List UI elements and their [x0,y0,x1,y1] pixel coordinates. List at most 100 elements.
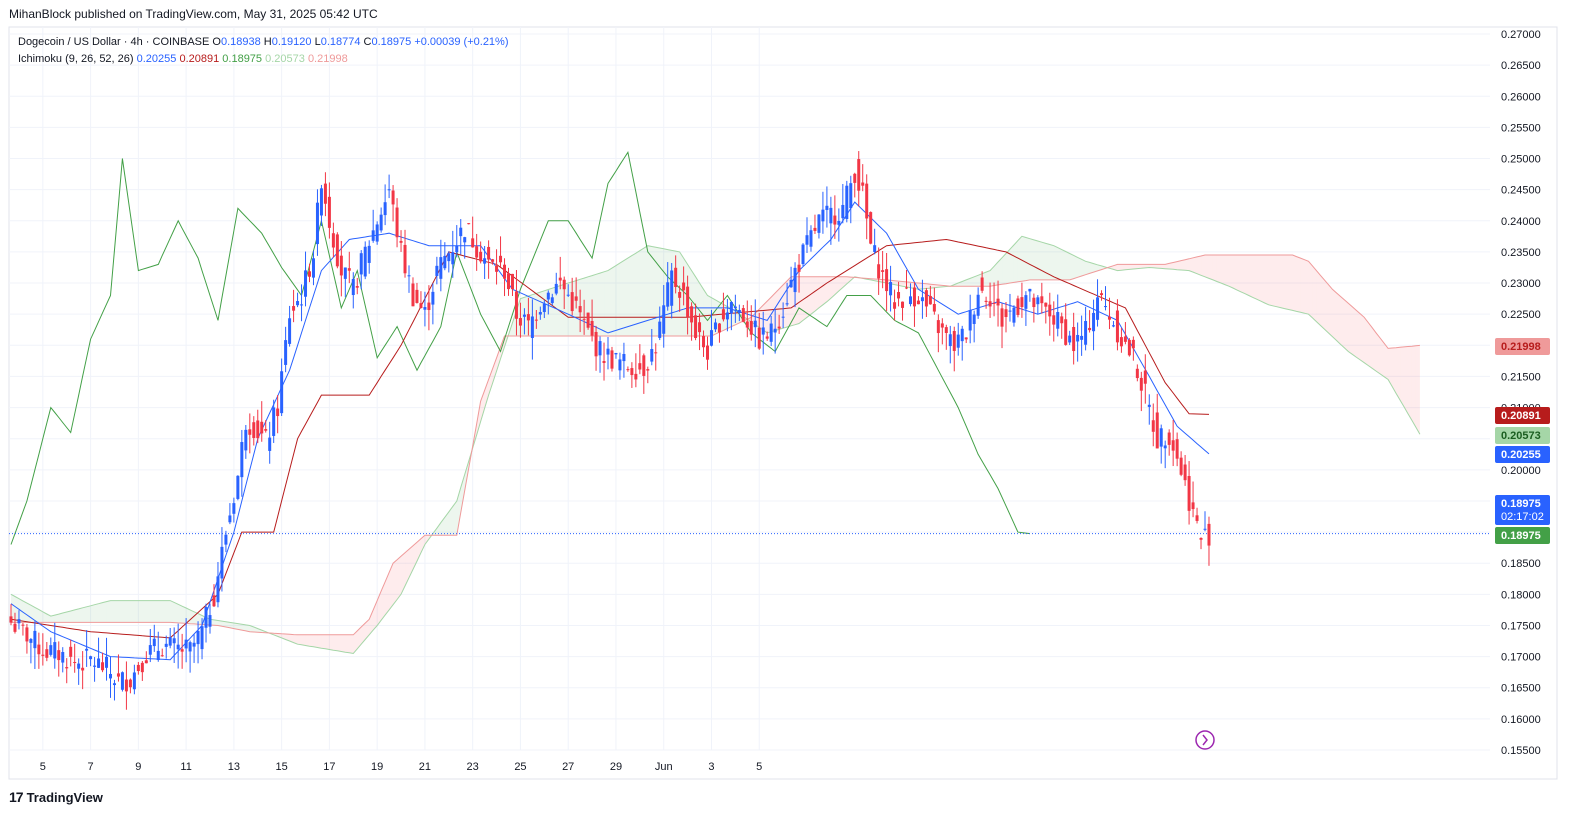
candle [276,395,280,434]
candle [590,299,594,342]
candle-body [960,328,964,342]
cloud-segment [38,609,43,623]
cloud-segment [906,281,911,288]
cloud-segment [1396,347,1401,401]
legend-o-label: O [212,36,221,48]
cloud-segment [122,600,127,623]
cloud-segment [902,281,907,287]
candle-body [777,326,781,329]
cloud-segment [1097,264,1102,271]
tradingview-brand[interactable]: 17 TradingView [9,789,103,805]
candle-body [538,312,542,315]
candle [1171,419,1175,467]
candle [765,331,769,341]
candle-body [343,267,347,279]
cloud-segment [1073,255,1078,279]
candle-body [729,302,733,314]
candle-body [761,327,765,335]
candle [491,258,495,265]
candle [184,618,188,663]
candle-body [861,182,865,186]
candle [1064,303,1068,346]
candle [29,637,33,664]
candle [41,633,45,666]
candle [1115,299,1119,351]
candle [630,362,634,388]
cloud-segment [420,535,425,553]
cloud-segment [635,250,640,336]
candle-body [825,205,829,210]
candle-body [487,246,491,260]
chart-grid [8,26,1558,780]
candle-body [1048,304,1052,317]
cloud-segment [345,634,350,653]
cloud-segment [1212,255,1217,282]
candle [702,330,706,357]
cloud-segment [910,282,915,289]
candle [192,634,196,663]
candle [1088,310,1092,333]
candle-body [853,173,857,183]
candle [347,251,351,284]
cloud-segment [552,286,557,336]
candle [821,191,825,234]
candle [737,304,741,322]
cloud-segment [1288,255,1293,311]
candle [61,647,65,673]
candle-body [443,255,447,269]
candle [451,230,455,278]
candle-body [371,230,375,241]
candle-body [1135,368,1139,379]
cloud-segment [26,603,31,623]
candle [837,208,841,242]
candle-body [236,475,240,499]
candle [355,277,359,295]
cloud-segment [225,621,230,628]
cloud-segment [787,276,792,328]
cloud-segment [1272,255,1277,307]
cloud-segment [759,305,764,331]
candle-body [1080,335,1084,340]
candle-body [1040,296,1044,304]
candle-body [590,320,594,336]
candle-body [367,245,371,263]
cloud-segment [1089,262,1094,274]
cloud-segment [1220,255,1225,285]
candle [996,280,1000,327]
y-tick-label: 0.22500 [1501,309,1541,321]
candle [443,242,447,271]
candle-body [530,316,534,339]
price-label-bg [1495,338,1550,355]
candle-body [224,534,228,545]
y-tick-label: 0.16500 [1501,683,1541,695]
candle-body [602,361,606,363]
candle-body [646,369,650,371]
candle [439,239,443,292]
candle-body [570,292,574,312]
cloud-segment [1081,259,1086,277]
y-tick-label: 0.23500 [1501,247,1541,259]
cloud-segment [926,283,931,289]
candle [538,306,542,320]
candle-body [821,209,825,222]
chikou-line [10,150,1030,545]
candle-body [801,244,805,265]
candle [873,228,877,255]
cloud-segment [1201,255,1205,277]
cloud-segment [1340,296,1345,348]
cloud-segment [1268,255,1273,306]
x-tick-label: 15 [276,761,288,773]
cloud-segment [1415,345,1420,435]
candle [89,655,93,667]
cloud-segment [1252,255,1257,300]
candle-body [897,292,901,299]
cloud-segment [333,634,338,651]
candle-body [292,306,296,311]
candle [928,285,932,305]
cloud-segment [1121,264,1126,271]
cloud-segment [257,628,262,633]
cloud-segment [337,634,342,652]
candle-body [1016,298,1020,315]
